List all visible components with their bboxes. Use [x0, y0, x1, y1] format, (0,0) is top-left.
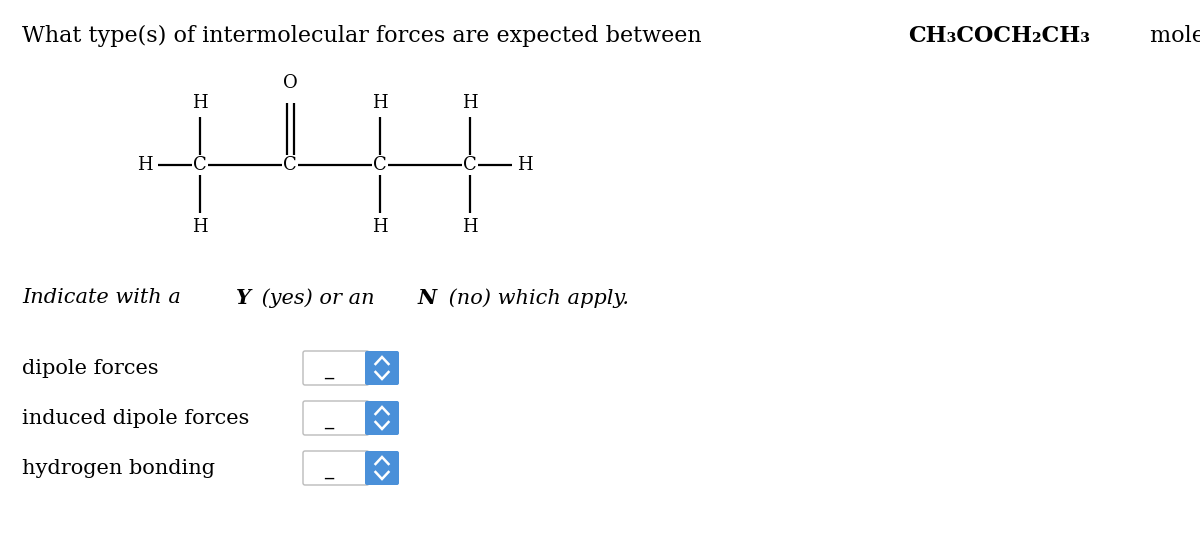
- Text: O: O: [283, 74, 298, 92]
- Text: Indicate with a: Indicate with a: [22, 288, 187, 307]
- Text: CH₃COCH₂CH₃: CH₃COCH₂CH₃: [908, 25, 1090, 47]
- Text: H: H: [192, 218, 208, 236]
- Text: _: _: [324, 361, 334, 379]
- Text: molecules?: molecules?: [1142, 25, 1200, 47]
- Text: _: _: [324, 411, 334, 429]
- Text: H: H: [462, 218, 478, 236]
- Text: C: C: [283, 156, 296, 174]
- Text: C: C: [193, 156, 206, 174]
- Text: H: H: [462, 94, 478, 112]
- FancyBboxPatch shape: [365, 451, 398, 485]
- Text: H: H: [372, 218, 388, 236]
- Text: N: N: [418, 288, 437, 308]
- Text: H: H: [192, 94, 208, 112]
- Text: What type(s) of intermolecular forces are expected between: What type(s) of intermolecular forces ar…: [22, 25, 709, 47]
- Text: C: C: [463, 156, 476, 174]
- Text: induced dipole forces: induced dipole forces: [22, 409, 250, 427]
- Text: H: H: [372, 94, 388, 112]
- FancyBboxPatch shape: [302, 401, 370, 435]
- Text: hydrogen bonding: hydrogen bonding: [22, 459, 215, 477]
- Text: C: C: [373, 156, 386, 174]
- FancyBboxPatch shape: [365, 351, 398, 385]
- Text: (yes) or an: (yes) or an: [254, 288, 380, 307]
- Text: H: H: [137, 156, 152, 174]
- Text: Y: Y: [235, 288, 251, 308]
- Text: H: H: [517, 156, 533, 174]
- FancyBboxPatch shape: [365, 401, 398, 435]
- FancyBboxPatch shape: [302, 451, 370, 485]
- Text: _: _: [324, 461, 334, 479]
- FancyBboxPatch shape: [302, 351, 370, 385]
- Text: dipole forces: dipole forces: [22, 359, 158, 377]
- Text: (no) which apply.: (no) which apply.: [443, 288, 629, 307]
